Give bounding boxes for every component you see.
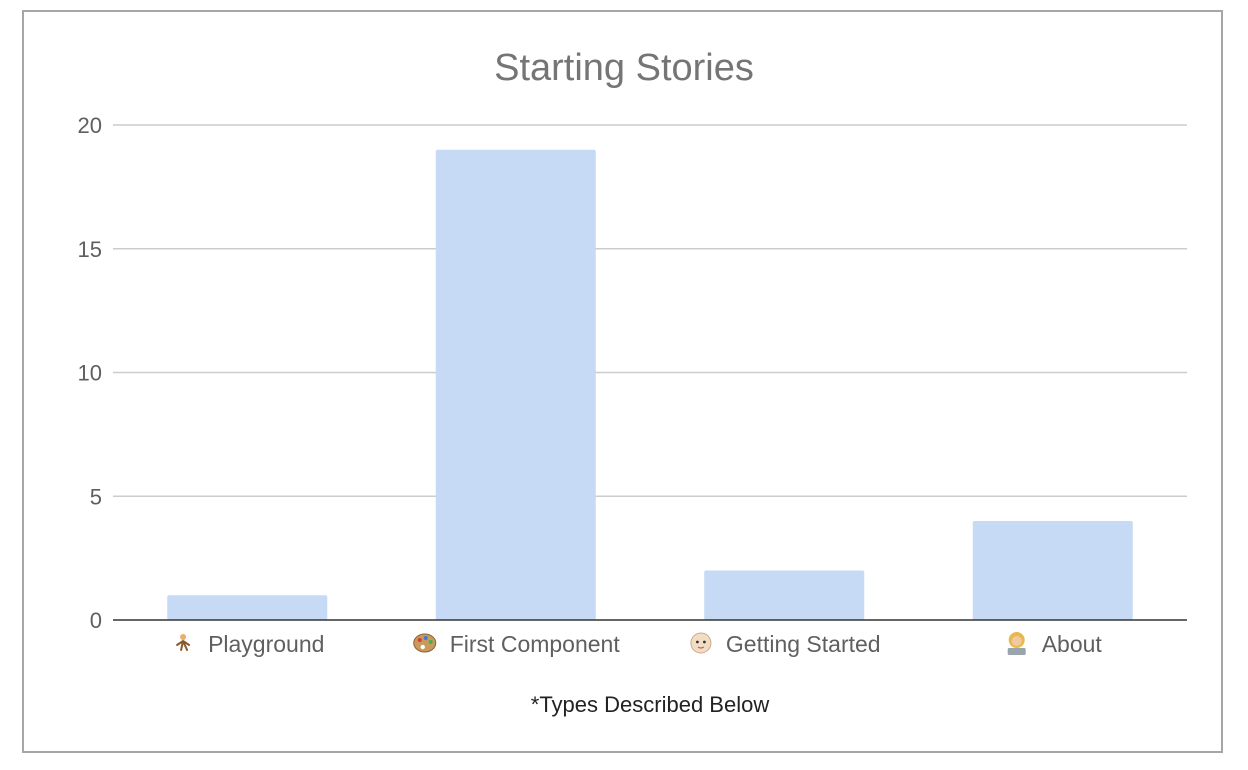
y-tick-label: 10	[78, 361, 102, 386]
bar	[167, 595, 328, 620]
x-axis-categories: Playground First Component Getting Started…	[176, 631, 1103, 657]
baby-face-icon	[690, 632, 712, 654]
x-tick-label: First Component	[450, 631, 621, 657]
bar	[435, 149, 596, 620]
x-tick-label: Getting Started	[726, 631, 881, 657]
x-axis-label: *Types Described Below	[531, 692, 770, 717]
x-tick-label: Playground	[208, 631, 324, 657]
chart-title: Starting Stories	[494, 47, 754, 89]
y-axis-ticks: 0 5 10 15 20	[78, 113, 102, 633]
y-tick-label: 20	[78, 113, 102, 138]
y-tick-label: 15	[78, 237, 102, 262]
y-tick-label: 0	[90, 608, 102, 633]
x-tick-label: About	[1042, 631, 1103, 657]
bars	[167, 149, 1133, 620]
y-tick-label: 5	[90, 484, 102, 509]
bar	[972, 521, 1133, 620]
person-cartwheeling-icon	[176, 634, 191, 651]
gridlines	[113, 124, 1187, 497]
woman-technologist-icon	[1007, 632, 1026, 655]
artist-palette-icon	[413, 633, 437, 653]
chart-frame	[22, 10, 1223, 753]
bar	[704, 570, 865, 620]
